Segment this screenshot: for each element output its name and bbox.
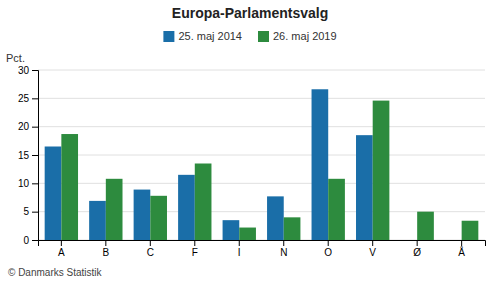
bar xyxy=(267,196,284,240)
bar xyxy=(462,221,479,240)
legend-swatch xyxy=(258,31,269,42)
title: Europa-Parlamentsvalg xyxy=(172,5,328,21)
x-tick-mark xyxy=(105,240,106,246)
x-tick: I xyxy=(238,240,241,258)
y-tick-label: 25 xyxy=(18,93,30,104)
y-tick: 25 xyxy=(18,93,38,104)
y-axis-line xyxy=(32,71,39,241)
y-tick-label: 15 xyxy=(18,150,30,161)
bar xyxy=(400,240,417,241)
y-tick: 5 xyxy=(23,206,38,217)
y-tick: 30 xyxy=(18,65,38,76)
y-tick: 15 xyxy=(18,150,38,161)
y-tick-mark xyxy=(32,70,38,71)
x-tick-label: C xyxy=(147,247,154,258)
grid xyxy=(38,70,485,240)
legend-label: 26. maj 2019 xyxy=(273,30,337,42)
x-tick: F xyxy=(192,240,198,258)
y-tick-label: 20 xyxy=(18,121,30,132)
x-tick: B xyxy=(102,240,109,258)
x-tick-mark xyxy=(61,240,62,246)
x-tick: O xyxy=(324,240,332,258)
bar xyxy=(61,134,78,240)
bar xyxy=(328,179,345,240)
x-tick-label: Ø xyxy=(413,247,421,258)
bar xyxy=(223,220,240,240)
x-tick: A xyxy=(58,240,65,258)
x-tick-mark xyxy=(417,240,418,246)
y-tick-mark xyxy=(32,127,38,128)
x-tick-label: N xyxy=(280,247,287,258)
series xyxy=(45,89,373,240)
x-tick-label: F xyxy=(192,247,198,258)
x-tick: Ø xyxy=(413,240,421,258)
x-tick-label: A xyxy=(58,247,65,258)
y-tick: 10 xyxy=(18,178,38,189)
y-axis: 0 5 10 15 20 25 30 xyxy=(18,65,39,246)
x-tick: C xyxy=(147,240,154,258)
grid-line xyxy=(38,98,485,99)
bar xyxy=(445,240,462,241)
y-tick-mark xyxy=(32,155,38,156)
x-tick-label: V xyxy=(369,247,376,258)
y-axis-title: Pct. xyxy=(6,52,25,64)
legend-item: 26. maj 2019 xyxy=(258,30,337,42)
bar xyxy=(239,228,256,240)
bar xyxy=(312,89,329,240)
y-tick-label: 5 xyxy=(23,206,29,217)
x-tick: Å xyxy=(458,240,465,258)
y-tick-label: 10 xyxy=(18,178,30,189)
plot: 0 5 10 15 20 25 30 A B C F I N O V Ø Å xyxy=(18,65,486,258)
footer: © Danmarks Statistik xyxy=(8,267,103,278)
y-tick-mark xyxy=(32,183,38,184)
y-tick-mark xyxy=(32,240,38,241)
x-tick: N xyxy=(280,240,287,258)
x-tick-label: B xyxy=(102,247,109,258)
bar xyxy=(284,217,301,240)
x-tick-mark xyxy=(461,240,462,246)
x-tick-mark xyxy=(372,240,373,246)
y-tick-mark xyxy=(32,98,38,99)
bar xyxy=(106,179,123,240)
x-tick-label: Å xyxy=(458,246,465,258)
legend-swatch xyxy=(163,31,174,42)
y-tick-label: 0 xyxy=(23,235,29,246)
legend-label: 25. maj 2014 xyxy=(178,30,242,42)
x-axis: ABCFINOVØÅ xyxy=(39,240,486,258)
grid-line xyxy=(38,155,485,156)
bar xyxy=(356,135,373,240)
bar xyxy=(134,190,151,240)
bar xyxy=(417,212,434,240)
y-tick: 20 xyxy=(18,121,38,132)
x-axis-line xyxy=(39,241,486,247)
bar xyxy=(89,201,106,240)
bar xyxy=(178,175,195,240)
y-tick-mark xyxy=(32,212,38,213)
x-tick-label: I xyxy=(238,247,241,258)
y-tick-label: 30 xyxy=(18,65,30,76)
x-tick-mark xyxy=(150,240,151,246)
x-tick-label: O xyxy=(324,247,332,258)
x-tick-mark xyxy=(328,240,329,246)
grid-line xyxy=(38,126,485,127)
bars xyxy=(45,89,479,240)
bar xyxy=(195,164,212,241)
x-tick-mark xyxy=(194,240,195,246)
legend: 25. maj 2014 26. maj 2019 xyxy=(163,30,336,42)
series xyxy=(61,101,478,240)
grid-line xyxy=(38,183,485,184)
legend-item: 25. maj 2014 xyxy=(163,30,242,42)
y-tick: 0 xyxy=(23,235,38,246)
bar xyxy=(373,101,390,240)
x-tick-mark xyxy=(283,240,284,246)
x-tick: V xyxy=(369,240,376,258)
chart: Europa-Parlamentsvalg 25. maj 2014 26. maj… xyxy=(0,0,500,282)
bar xyxy=(45,147,62,241)
grid-line xyxy=(38,70,485,71)
bar xyxy=(150,196,167,240)
x-tick-mark xyxy=(239,240,240,246)
